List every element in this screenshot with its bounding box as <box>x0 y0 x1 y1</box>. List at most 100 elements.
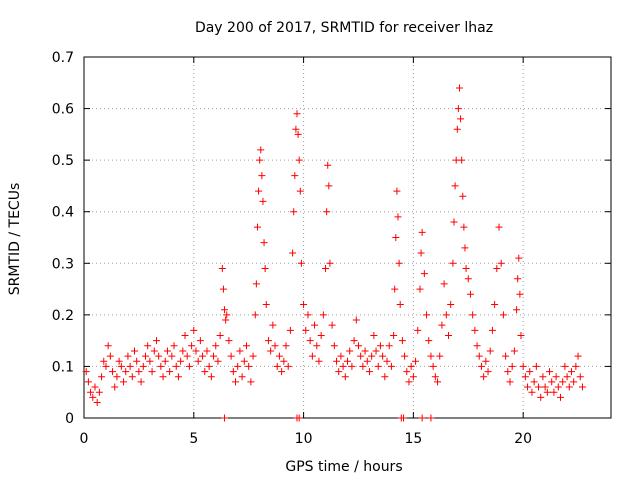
data-point <box>210 352 218 360</box>
data-point <box>216 331 224 339</box>
data-point <box>379 352 387 360</box>
data-point <box>124 352 132 360</box>
data-point <box>514 275 522 283</box>
data-point <box>482 357 490 365</box>
data-point <box>475 352 483 360</box>
data-point <box>251 311 259 319</box>
data-point <box>350 337 358 345</box>
data-point <box>106 352 114 360</box>
data-point <box>508 362 516 370</box>
data-point <box>214 357 222 365</box>
data-point <box>120 378 128 386</box>
data-point <box>324 161 332 169</box>
data-point <box>207 373 215 381</box>
data-point <box>550 388 558 396</box>
data-point <box>497 259 505 267</box>
data-point <box>541 383 549 391</box>
data-point <box>252 280 260 288</box>
data-point <box>225 337 233 345</box>
x-tick-label: 15 <box>404 431 422 447</box>
data-point <box>203 347 211 355</box>
data-point <box>484 368 492 376</box>
data-point <box>395 259 403 267</box>
data-point <box>480 373 488 381</box>
data-point <box>493 264 501 272</box>
data-point <box>262 301 270 309</box>
data-point <box>111 383 119 391</box>
data-point <box>510 347 518 355</box>
data-point <box>333 357 341 365</box>
y-tick-label: 0.6 <box>52 102 74 118</box>
data-point <box>196 337 204 345</box>
data-point <box>264 337 272 345</box>
data-point <box>374 362 382 370</box>
data-point <box>284 362 292 370</box>
data-point <box>137 378 145 386</box>
data-point <box>150 347 158 355</box>
data-point <box>267 347 275 355</box>
data-point <box>363 357 371 365</box>
data-point <box>238 373 246 381</box>
data-point <box>282 342 290 350</box>
data-point <box>275 352 283 360</box>
data-point <box>412 357 420 365</box>
data-point <box>499 311 507 319</box>
data-point <box>133 357 141 365</box>
data-point <box>98 373 106 381</box>
data-point <box>89 393 97 401</box>
data-point <box>269 321 277 329</box>
plot-frame <box>83 56 612 419</box>
data-point <box>335 368 343 376</box>
data-point <box>313 342 321 350</box>
y-axis-label: SRMTID / TECUs <box>7 183 23 296</box>
data-point <box>218 264 226 272</box>
data-point <box>295 156 303 164</box>
data-point <box>183 352 191 360</box>
data-point <box>122 368 130 376</box>
data-point <box>179 347 187 355</box>
data-point <box>502 352 510 360</box>
data-point <box>177 357 185 365</box>
data-point <box>181 331 189 339</box>
data-point <box>323 208 331 216</box>
data-point <box>449 259 457 267</box>
data-point <box>330 342 338 350</box>
data-point <box>453 125 461 133</box>
data-point <box>574 352 582 360</box>
data-point <box>128 373 136 381</box>
data-point <box>445 331 453 339</box>
data-point <box>438 321 446 329</box>
data-point <box>431 373 439 381</box>
data-point <box>381 373 389 381</box>
data-point <box>152 337 160 345</box>
y-tick-label: 0.1 <box>52 359 74 375</box>
data-point <box>261 264 269 272</box>
data-point <box>337 352 345 360</box>
data-point <box>469 311 477 319</box>
data-point <box>436 352 444 360</box>
data-point <box>394 213 402 221</box>
data-point <box>567 368 575 376</box>
data-point <box>352 316 360 324</box>
data-point <box>418 228 426 236</box>
data-point <box>391 285 399 293</box>
data-point <box>516 290 524 298</box>
data-point <box>104 342 112 350</box>
data-point <box>457 115 465 123</box>
data-point <box>141 352 149 360</box>
data-point <box>539 373 547 381</box>
data-point <box>570 378 578 386</box>
y-tick-label: 0.7 <box>52 50 74 66</box>
data-point <box>451 182 459 190</box>
grid <box>84 57 611 418</box>
y-tick-label: 0.3 <box>52 256 74 272</box>
data-point <box>477 362 485 370</box>
data-point <box>95 388 103 396</box>
data-point <box>126 362 134 370</box>
data-point <box>296 187 304 195</box>
data-point <box>365 368 373 376</box>
data-point <box>546 368 554 376</box>
data-point <box>554 383 562 391</box>
data-point <box>168 352 176 360</box>
data-point <box>144 342 152 350</box>
